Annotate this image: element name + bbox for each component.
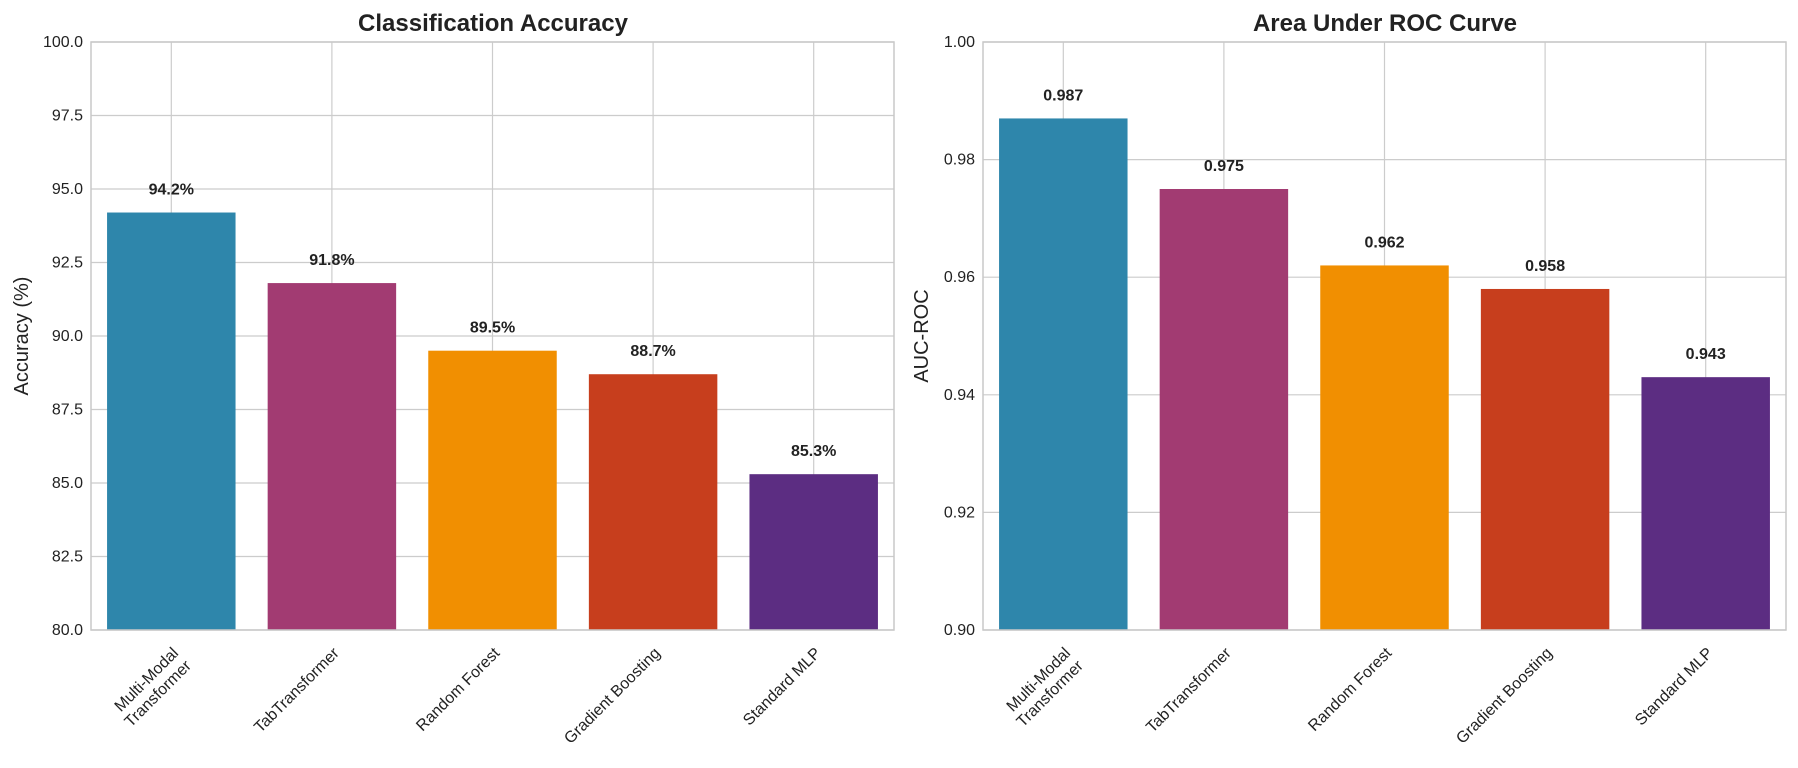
bar-4 — [589, 374, 717, 630]
x-tick-label: Random Forest — [413, 644, 503, 734]
y-axis-label: Accuracy (%) — [11, 277, 33, 396]
x-tick-label: Multi-ModalTransformer — [1001, 644, 1087, 730]
y-tick-label: 0.96 — [944, 269, 975, 286]
bar-1 — [107, 213, 235, 630]
y-tick-label: 0.90 — [944, 622, 975, 639]
x-tick-label: Multi-ModalTransformer — [109, 644, 195, 730]
data-label: 91.8% — [309, 252, 354, 269]
bar-5 — [749, 474, 877, 630]
x-tick-label: TabTransformer — [251, 644, 343, 736]
y-axis-label: AUC-ROC — [911, 289, 933, 382]
bar-1 — [999, 118, 1127, 630]
data-label: 0.958 — [1525, 258, 1565, 275]
chart-title: Area Under ROC Curve — [1253, 10, 1517, 37]
chart-panel-1: 80.0 82.5 85.0 87.5 90.0 92.5 95.0 97.5 100.0 94.… — [11, 10, 894, 747]
x-tick-label: TabTransformer — [1143, 644, 1235, 736]
y-tick-label: 0.92 — [944, 504, 975, 521]
bar-2 — [268, 283, 396, 630]
y-tick-label: 95.0 — [52, 181, 83, 198]
bar-3 — [1320, 265, 1448, 630]
bar-4 — [1481, 289, 1609, 630]
bar-3 — [428, 351, 556, 630]
x-tick-label: Random Forest — [1305, 644, 1395, 734]
y-tick-label: 0.94 — [944, 387, 975, 404]
x-tick-label: Standard MLP — [740, 645, 824, 729]
x-tick-label: Gradient Boosting — [1453, 645, 1556, 748]
y-tick-label: 97.5 — [52, 108, 83, 125]
data-label: 0.975 — [1204, 158, 1244, 175]
x-tick-label: Gradient Boosting — [561, 645, 664, 748]
bar-2 — [1160, 189, 1288, 630]
y-tick-label: 85.0 — [52, 475, 83, 492]
x-tick-label: Standard MLP — [1632, 645, 1716, 729]
y-tick-label: 82.5 — [52, 549, 83, 566]
data-label: 89.5% — [470, 320, 515, 337]
data-label: 94.2% — [149, 182, 194, 199]
bar-5 — [1641, 377, 1769, 630]
data-label: 0.987 — [1043, 87, 1083, 104]
data-label: 0.962 — [1364, 234, 1404, 251]
y-tick-label: 1.00 — [944, 34, 975, 51]
chart-panel-2: 0.90 0.92 0.94 0.96 0.98 1.00 0.987 0.975 0.962 0… — [911, 10, 1786, 747]
y-tick-label: 80.0 — [52, 622, 83, 639]
data-label: 0.943 — [1686, 346, 1726, 363]
chart-title: Classification Accuracy — [358, 10, 629, 37]
y-tick-label: 100.0 — [43, 34, 83, 51]
y-tick-label: 90.0 — [52, 328, 83, 345]
y-tick-label: 0.98 — [944, 152, 975, 169]
data-label: 85.3% — [791, 443, 836, 460]
y-tick-label: 87.5 — [52, 402, 83, 419]
y-tick-label: 92.5 — [52, 255, 83, 272]
data-label: 88.7% — [630, 343, 675, 360]
